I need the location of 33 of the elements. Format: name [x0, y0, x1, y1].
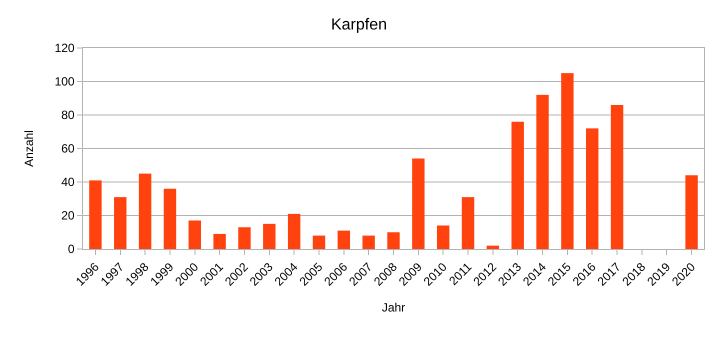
bar — [188, 220, 201, 249]
bar — [462, 197, 474, 249]
y-tick-label: 20 — [61, 208, 75, 223]
y-tick-label: 0 — [68, 242, 75, 256]
bar — [412, 158, 425, 249]
chart-title: Karpfen — [330, 16, 388, 34]
bar — [288, 214, 300, 249]
y-tick-label: 40 — [61, 175, 75, 190]
bar — [561, 73, 574, 249]
bar — [685, 175, 698, 249]
bar — [387, 232, 400, 249]
bar — [536, 94, 549, 249]
bar — [436, 226, 450, 249]
x-axis-title: Jahr — [382, 300, 406, 315]
y-tick-label: 80 — [61, 108, 75, 122]
bar — [114, 197, 126, 249]
y-tick-label: 100 — [54, 74, 75, 89]
bar — [312, 236, 326, 249]
bar — [586, 128, 598, 249]
y-tick-label: 60 — [61, 142, 75, 156]
bar — [511, 122, 524, 249]
bar — [238, 227, 251, 249]
y-axis-title: Anzahl — [22, 130, 36, 167]
bar — [362, 236, 375, 249]
bar — [610, 104, 624, 249]
bar — [486, 246, 500, 249]
y-tick-label: 120 — [54, 41, 75, 56]
bar — [164, 188, 176, 249]
bar — [263, 224, 276, 249]
bar — [89, 180, 102, 249]
bar — [338, 230, 350, 249]
bar — [138, 174, 152, 249]
bar — [213, 234, 226, 249]
